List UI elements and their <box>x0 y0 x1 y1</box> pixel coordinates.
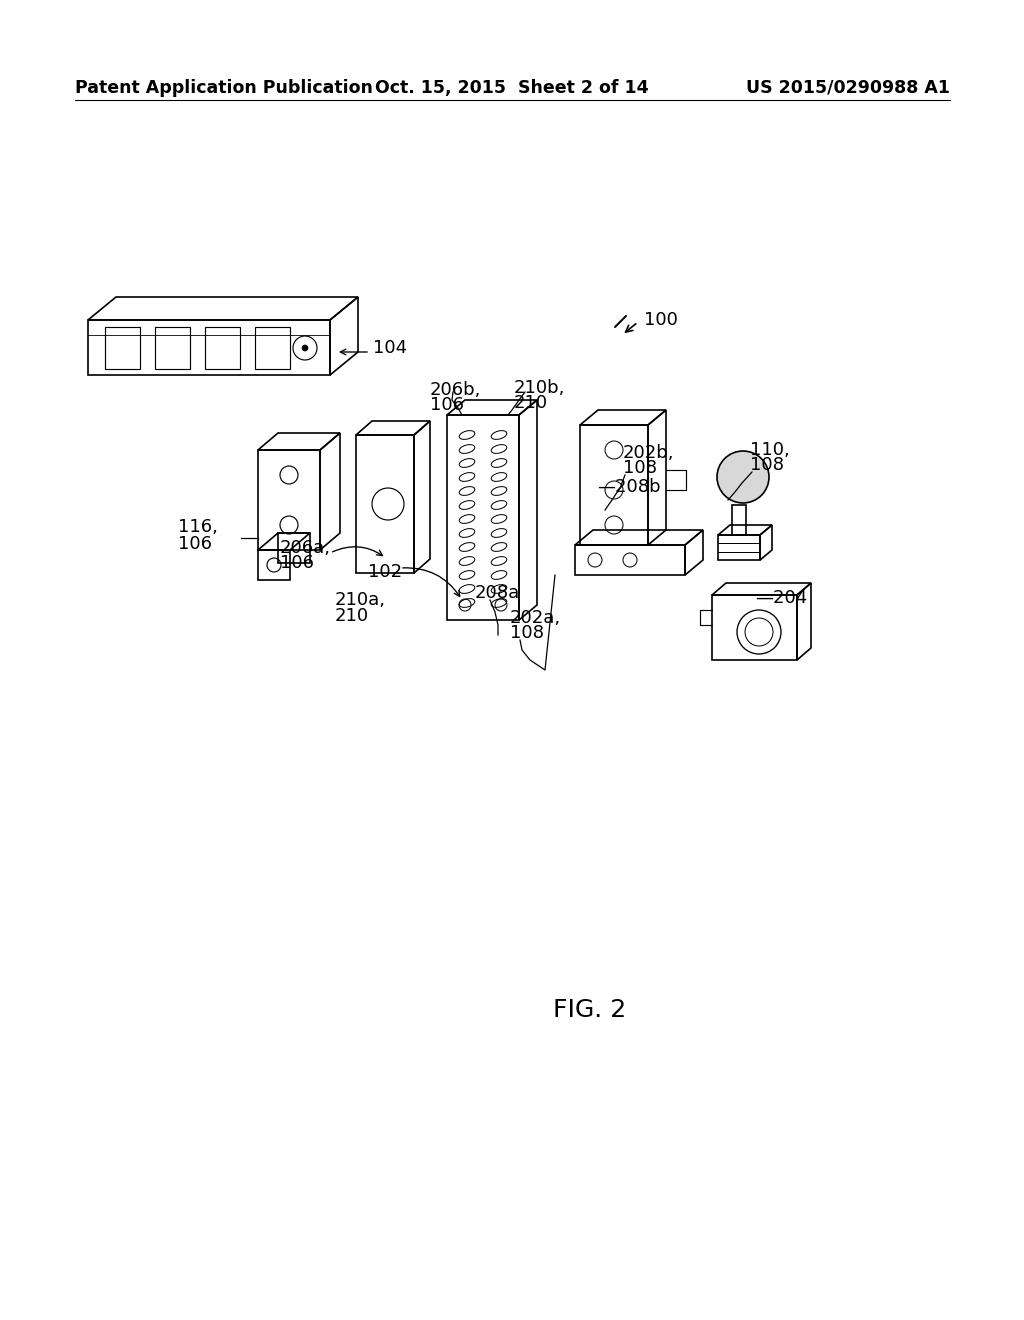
Text: 108: 108 <box>510 624 544 642</box>
Text: 108: 108 <box>750 455 784 474</box>
Text: 106: 106 <box>280 554 314 572</box>
Text: US 2015/0290988 A1: US 2015/0290988 A1 <box>746 79 950 96</box>
Text: 202b,: 202b, <box>623 444 675 462</box>
Text: 106: 106 <box>178 535 212 553</box>
Text: Patent Application Publication: Patent Application Publication <box>75 79 373 96</box>
Text: 108: 108 <box>623 459 657 477</box>
Text: 210: 210 <box>514 393 548 412</box>
Text: 202a,: 202a, <box>510 609 561 627</box>
Text: 104: 104 <box>373 339 408 356</box>
Text: —208b: —208b <box>597 478 660 496</box>
Text: 106: 106 <box>430 396 464 414</box>
Text: FIG. 2: FIG. 2 <box>553 998 627 1022</box>
Text: 102: 102 <box>368 564 402 581</box>
Text: Oct. 15, 2015  Sheet 2 of 14: Oct. 15, 2015 Sheet 2 of 14 <box>375 79 649 96</box>
Text: 210: 210 <box>335 607 369 624</box>
Text: 210b,: 210b, <box>514 379 565 397</box>
Text: —204: —204 <box>755 589 807 607</box>
Text: 116,: 116, <box>178 517 218 536</box>
Circle shape <box>717 451 769 503</box>
Text: 210a,: 210a, <box>335 591 386 609</box>
Text: 206b,: 206b, <box>430 381 481 399</box>
Text: 110,: 110, <box>750 441 790 459</box>
Text: 208a: 208a <box>475 583 520 602</box>
Circle shape <box>302 345 308 351</box>
Text: 206a,: 206a, <box>280 539 331 557</box>
Text: 100: 100 <box>644 312 678 329</box>
